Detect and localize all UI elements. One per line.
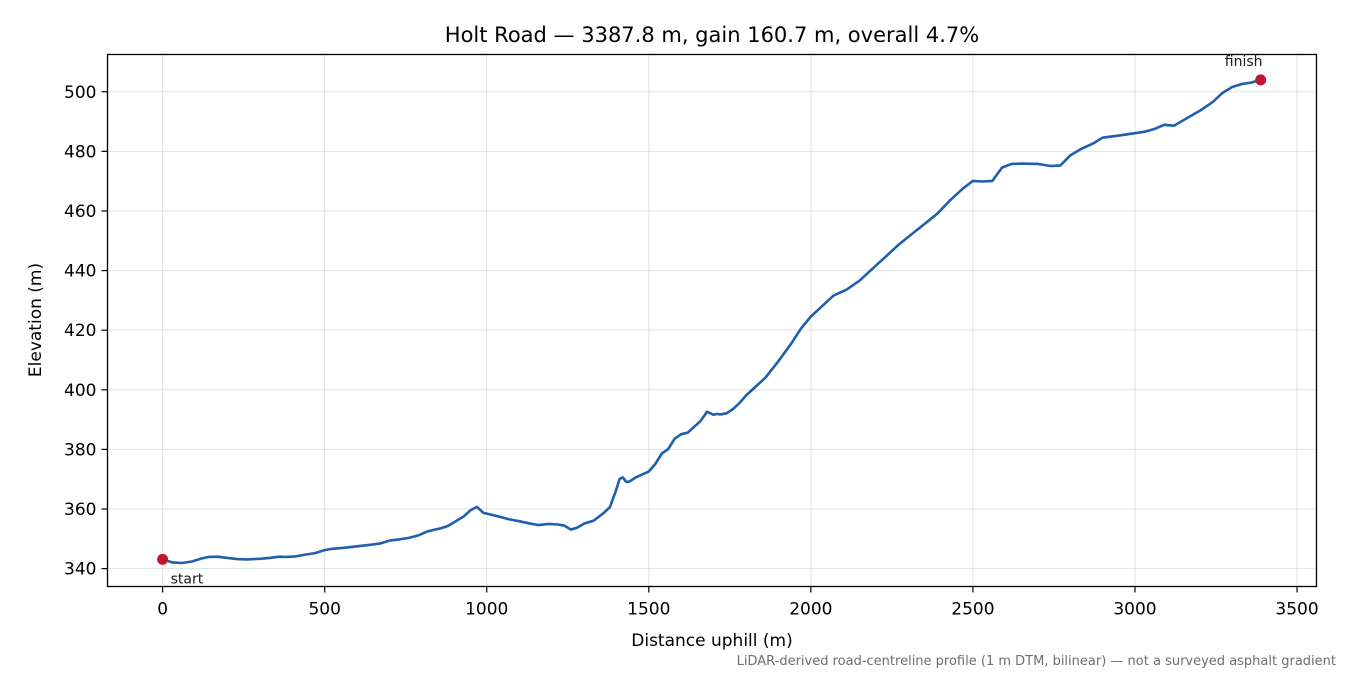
- y-tick-label: 480: [64, 142, 96, 162]
- x-tick-label: 2500: [951, 600, 994, 620]
- y-tick-label: 440: [64, 262, 96, 282]
- y-tick-label: 380: [64, 440, 96, 460]
- x-tick-label: 1000: [465, 600, 508, 620]
- x-axis-ticks: 0 500 1000 1500 2000 2500 3000 3500: [157, 586, 1319, 620]
- plot-frame: [106, 53, 1318, 588]
- x-tick-label: 0: [157, 600, 168, 620]
- y-tick-label: 500: [64, 83, 96, 103]
- x-axis-label: Distance uphill (m): [631, 631, 792, 651]
- x-tick-label: 500: [308, 600, 340, 620]
- y-axis-label: Elevation (m): [26, 263, 46, 377]
- x-tick-label: 2000: [789, 600, 832, 620]
- x-tick-label: 3000: [1113, 600, 1156, 620]
- finish-annotation: finish: [1225, 54, 1263, 70]
- footnote: LiDAR-derived road-centreline profile (1…: [737, 654, 1336, 669]
- endpoint-markers: start finish: [157, 54, 1267, 587]
- start-marker: [157, 553, 169, 565]
- series-line-elevation: [161, 78, 1262, 565]
- x-tick-label: 1500: [627, 600, 670, 620]
- finish-marker: [1255, 74, 1267, 86]
- y-tick-label: 460: [64, 202, 96, 222]
- y-axis-ticks: 340 360 380 400 420 440 460 480 500: [64, 83, 108, 580]
- y-tick-label: 400: [64, 381, 96, 401]
- y-tick-label: 340: [64, 560, 96, 580]
- y-tick-label: 420: [64, 321, 96, 341]
- grid-lines: [107, 54, 1317, 587]
- y-tick-label: 360: [64, 500, 96, 520]
- chart-title: Holt Road — 3387.8 m, gain 160.7 m, over…: [445, 23, 979, 47]
- x-tick-label: 3500: [1275, 600, 1318, 620]
- start-annotation: start: [171, 571, 204, 587]
